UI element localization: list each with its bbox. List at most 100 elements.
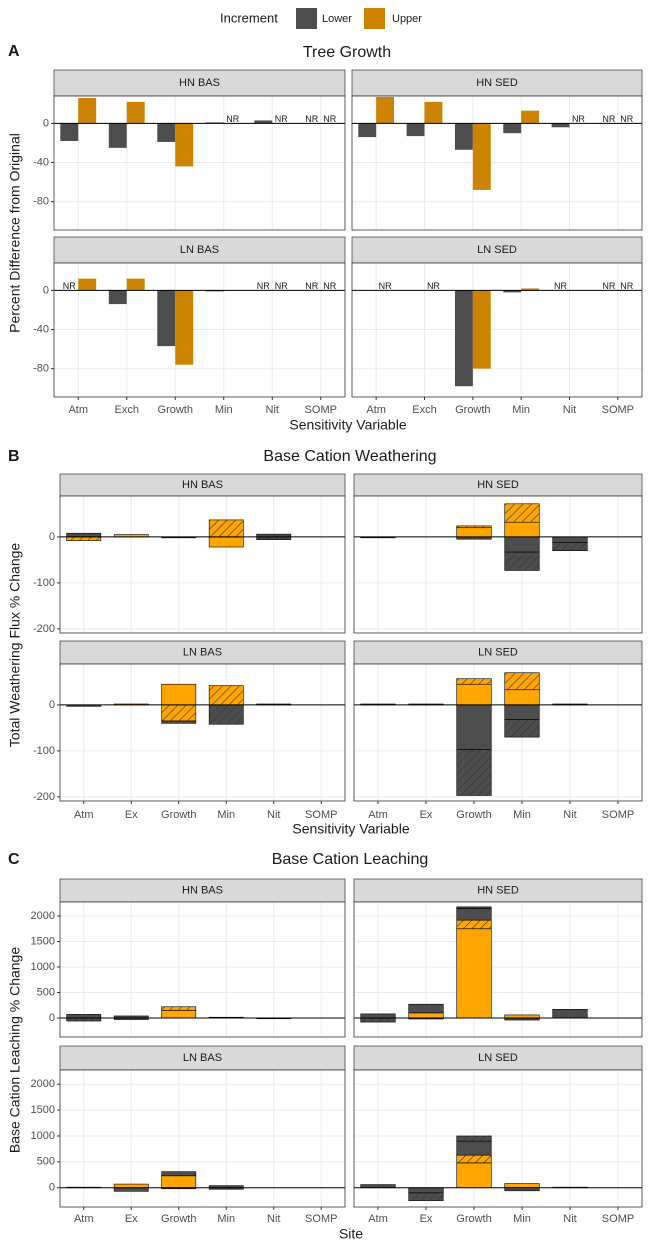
bar	[376, 96, 395, 124]
bar-segment	[360, 1017, 396, 1023]
panel-border	[353, 901, 643, 1038]
bar-segment	[161, 1175, 197, 1189]
bar-segment	[66, 536, 102, 541]
panel-tag: A	[8, 43, 20, 60]
y-axis-title: Base Cation Leaching % Change	[7, 947, 23, 1153]
x-tick-label: Exch	[115, 404, 139, 416]
bar-segment	[113, 1183, 149, 1189]
bar-segment	[360, 1013, 396, 1019]
bar-segment	[161, 1171, 197, 1177]
value-label: NR	[602, 114, 615, 124]
strip-label: HN BAS	[179, 77, 220, 89]
bar-segment	[161, 704, 197, 722]
strip-label: LN BAS	[180, 244, 219, 256]
bar-segment	[456, 1154, 492, 1164]
panel-border	[353, 663, 643, 802]
x-tick-label: Min	[513, 809, 531, 821]
bar-segment	[456, 1140, 492, 1156]
bar-segment	[504, 503, 540, 523]
strip	[53, 236, 346, 264]
bar	[424, 101, 443, 124]
panel-border	[59, 1069, 346, 1208]
bar-segment	[66, 1014, 102, 1019]
value-label: NR	[305, 114, 318, 124]
x-tick-label: Nit	[563, 404, 576, 416]
strip-label: LN SED	[477, 244, 517, 256]
panel-border	[59, 901, 346, 1038]
bar	[108, 290, 127, 305]
y-tick-label: 1500	[31, 935, 55, 947]
value-label: NR	[63, 281, 76, 291]
plot-bg	[354, 1070, 642, 1207]
y-tick-label: -80	[33, 196, 49, 208]
bar-segment	[161, 683, 197, 706]
panel-border	[353, 1069, 643, 1208]
y-tick-label: 0	[49, 531, 55, 543]
bar-segment	[456, 704, 492, 750]
bar-segment	[504, 521, 540, 538]
value-label: NR	[226, 114, 239, 124]
legend-swatch	[296, 8, 317, 29]
y-axis-title: Total Weathering Flux % Change	[7, 543, 23, 748]
legend-label: Lower	[322, 13, 352, 25]
bar	[358, 123, 377, 138]
plot-bg	[354, 902, 642, 1037]
y-tick-label: 2000	[31, 1078, 55, 1090]
y-axis-title: Percent Difference from Original	[7, 133, 23, 333]
value-label: NR	[620, 281, 633, 291]
panel-tag: C	[8, 851, 20, 868]
chart-title: Tree Growth	[303, 44, 391, 61]
panel-border	[59, 663, 346, 802]
bar-segment	[408, 1003, 444, 1014]
value-label: NR	[275, 281, 288, 291]
x-tick-label: Ex	[125, 1213, 138, 1225]
x-tick-label: Growth	[455, 404, 490, 416]
x-tick-label: Atm	[74, 1213, 94, 1225]
bar-segment	[113, 1187, 149, 1192]
bar-segment	[456, 908, 492, 921]
bar-segment	[456, 678, 492, 685]
x-tick-label: Nit	[563, 809, 576, 821]
bar	[126, 101, 145, 124]
bar-segment	[552, 542, 588, 552]
x-tick-label: SOMP	[602, 1213, 634, 1225]
plot-bg	[60, 664, 345, 801]
legend-title: Increment	[220, 10, 278, 25]
bar	[175, 123, 194, 167]
y-tick-label: 1000	[31, 961, 55, 973]
x-tick-label: Ex	[420, 809, 433, 821]
y-tick-label: 0	[49, 699, 55, 711]
plot-bg	[60, 1070, 345, 1207]
panel-border	[59, 495, 346, 634]
panel-border	[353, 495, 643, 634]
bar-segment	[408, 1012, 444, 1019]
bar	[157, 290, 176, 347]
x-axis-title: Sensitivity Variable	[289, 417, 406, 433]
bar-segment	[66, 532, 102, 538]
bar	[78, 278, 97, 291]
y-tick-label: -100	[33, 745, 55, 757]
x-tick-label: Min	[217, 1213, 235, 1225]
y-tick-label: -40	[33, 156, 49, 168]
plot-bg	[354, 496, 642, 633]
x-tick-label: SOMP	[305, 404, 337, 416]
value-label: NR	[602, 281, 615, 291]
y-tick-label: 2000	[31, 910, 55, 922]
bar-segment	[552, 536, 588, 543]
value-label: NR	[427, 281, 440, 291]
bar-segment	[456, 749, 492, 796]
bar-segment	[456, 928, 492, 1019]
legend-swatch	[364, 8, 385, 29]
y-tick-label: -200	[33, 623, 55, 635]
strip-label: HN BAS	[182, 884, 223, 896]
y-tick-label: 0	[49, 1012, 55, 1024]
y-tick-label: -80	[33, 363, 49, 375]
bar-segment	[504, 704, 540, 720]
bar-segment	[208, 685, 244, 706]
x-tick-label: Nit	[266, 404, 279, 416]
strip-label: LN BAS	[183, 646, 222, 658]
value-label: NR	[305, 281, 318, 291]
bar	[157, 123, 176, 142]
value-label: NR	[554, 281, 567, 291]
